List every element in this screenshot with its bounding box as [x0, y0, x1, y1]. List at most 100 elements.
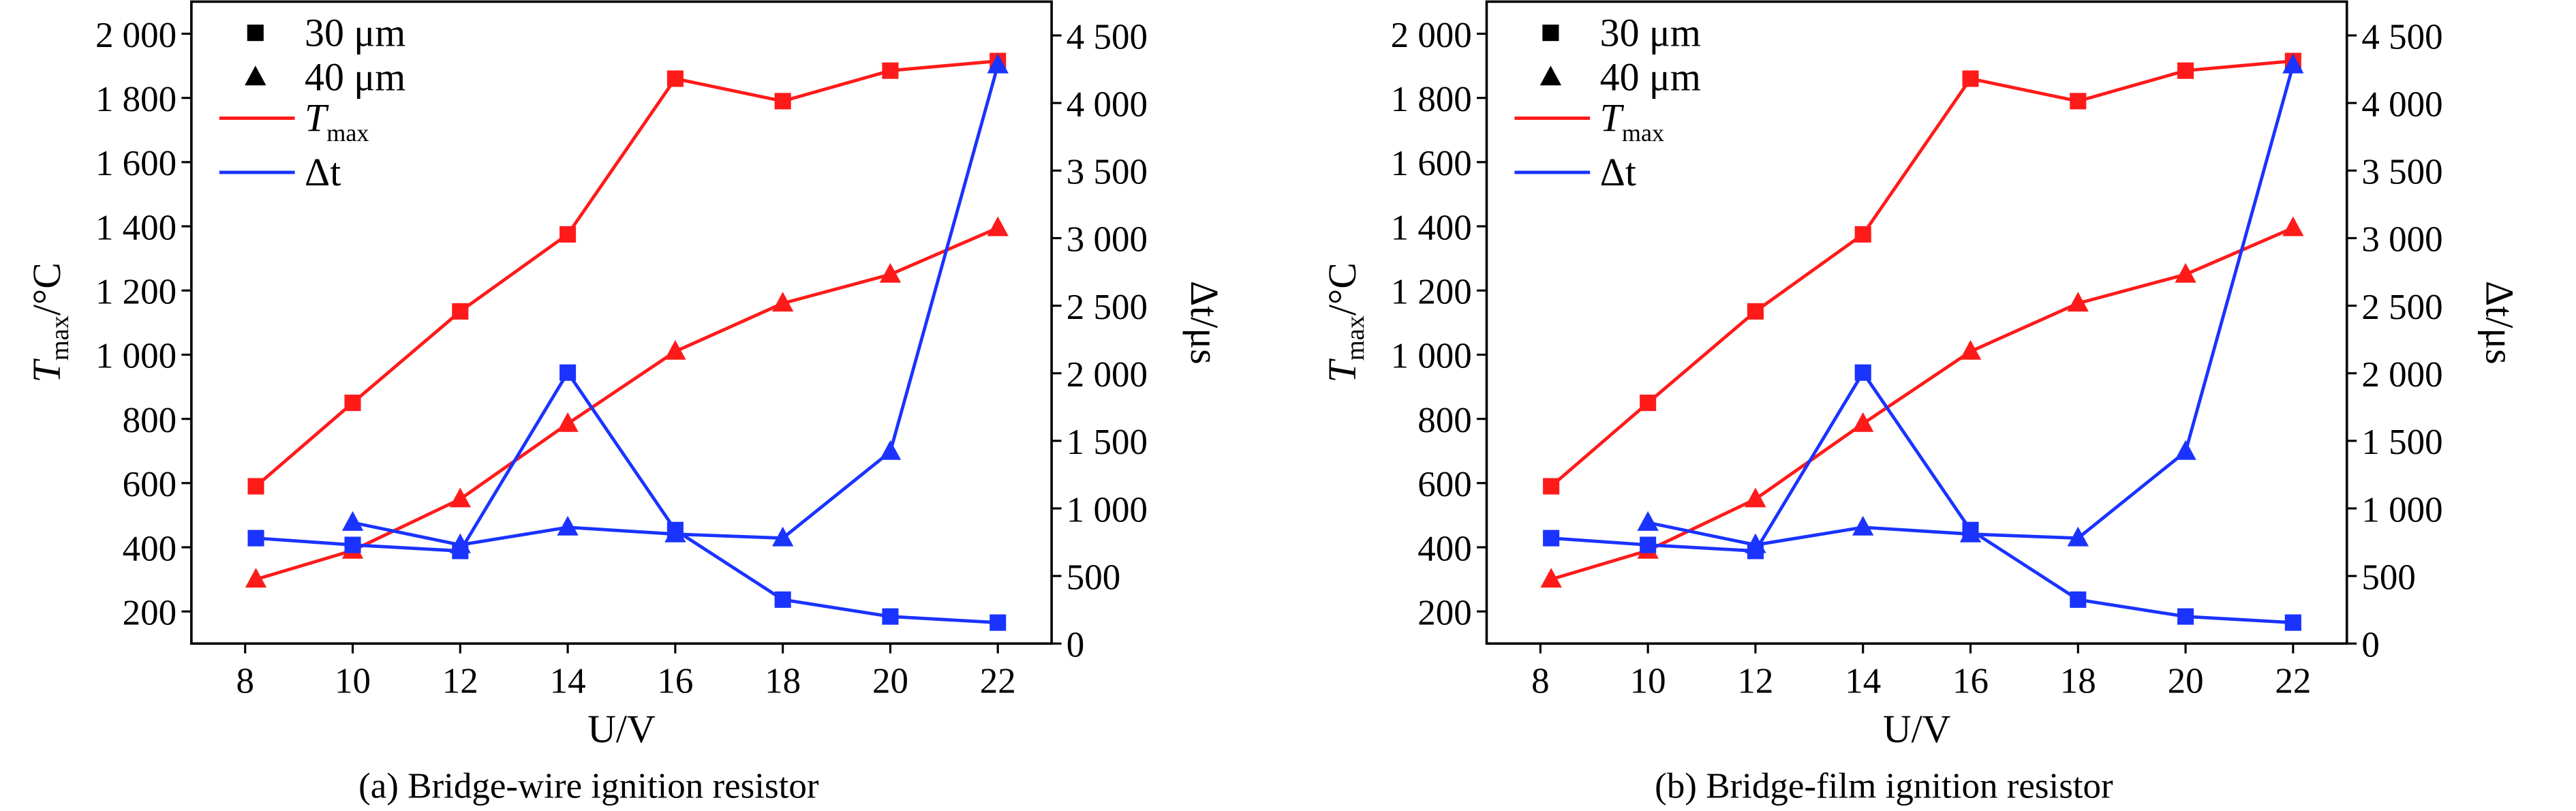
series-tmax-40-m-point [1540, 568, 1562, 588]
y-right-tick-label: 0 [2361, 626, 2380, 665]
series--t-40-m-point [879, 440, 902, 460]
y-right-axis-unit: /μs [2478, 317, 2522, 365]
y-left-tick-label: 1 400 [95, 208, 177, 247]
y-left-tick-label: 200 [1417, 593, 1471, 632]
series-tmax-40-m-point [1959, 339, 1982, 360]
y-left-axis-var: T [25, 358, 69, 382]
legend-tmax-var: T [1600, 96, 1625, 140]
y-right-tick-label: 4 500 [1067, 17, 1148, 57]
y-right-tick-label: 2 500 [1067, 288, 1148, 327]
series-tmax-40-m-point [1852, 412, 1874, 432]
legend-label-tmax: Tmax [1600, 96, 1664, 147]
series-tmax-40-m-point [987, 216, 1009, 236]
series-tmax-40-m-line [255, 226, 999, 581]
series--t-30-m-point [2284, 614, 2301, 631]
series--t-30-m-point [2070, 591, 2087, 608]
series-tmax-30-m-point [2177, 62, 2194, 79]
legend-label-dt: Δt [305, 150, 341, 194]
series-tmax-40-m-point [2067, 292, 2089, 312]
y-left-axis-sub: max [1341, 316, 1370, 361]
series--t-40-m-point [1637, 510, 1659, 531]
x-axis-label: U/V [1883, 707, 1951, 751]
y-left-tick-label: 1 600 [1391, 144, 1472, 183]
y-right-tick-label: 0 [1067, 626, 1085, 665]
legend-label-dt: Δt [1600, 150, 1636, 194]
series--t-40-m-line [352, 64, 1000, 547]
legend-label-tmax: Tmax [305, 96, 369, 147]
y-right-tick-label: 500 [2361, 557, 2415, 597]
legend-tmax-sub: max [1622, 119, 1664, 147]
y-left-tick-label: 600 [123, 465, 177, 504]
series-tmax-40-m-point [664, 339, 686, 360]
y-right-tick-label: 4 000 [1067, 85, 1148, 124]
y-left-tick-label: 1 600 [95, 144, 177, 183]
series--t-30-m-line [256, 369, 998, 624]
x-tick-label: 16 [1952, 662, 1989, 701]
series-tmax-40-m-point [245, 568, 267, 588]
y-left-tick-label: 400 [1417, 529, 1471, 568]
y-right-tick-label: 1 000 [2361, 490, 2442, 530]
series-tmax-30-m-point [882, 62, 899, 79]
series--t-40-m-point [1852, 515, 1874, 536]
series--t-30-m-point [1854, 364, 1871, 381]
x-tick-label: 10 [335, 662, 371, 701]
y-right-tick-label: 1 500 [2361, 423, 2442, 462]
x-tick-label: 14 [1845, 662, 1881, 701]
series--t-40-m-point [2067, 526, 2089, 547]
chart-a: 8 10 12 14 16 18 20 22 200 400 600 800 1 000 1 200 1 4… [25, 0, 1227, 806]
series-tmax-30-m-point [1747, 303, 1764, 320]
legend-tmax-var: T [305, 96, 329, 140]
y-left-axis-label: Tmax/°C [25, 262, 74, 382]
series-tmax-30-m-point [774, 93, 791, 110]
y-left-tick-label: 2 000 [95, 16, 177, 55]
series-tmax-30-m-point [1543, 478, 1560, 495]
y-right-tick-label: 3 000 [1067, 220, 1148, 260]
series--t-30-m-point [2177, 608, 2194, 625]
y-left-tick-label: 1 200 [1391, 273, 1472, 312]
series-tmax-40-m-point [557, 412, 579, 432]
y-right-tick-label: 2 000 [2361, 355, 2442, 395]
y-left-tick-label: 1 400 [1391, 208, 1472, 247]
x-tick-label: 12 [1737, 662, 1773, 701]
y-right-tick-label: 1 500 [1067, 423, 1148, 462]
series-tmax-30-m-point [666, 70, 684, 87]
y-right-axis-label: Δt/μs [1182, 281, 1227, 365]
series--t-40-m-point [772, 526, 794, 547]
series-tmax-30-m-line [1550, 59, 2294, 488]
series-tmax-40-m-point [772, 292, 794, 312]
figure-caption: (b) Bridge-film ignition resistor [1655, 767, 2113, 806]
series--t-30-m-point [990, 614, 1007, 631]
y-left-tick-label: 1 800 [1391, 80, 1472, 119]
y-left-tick-label: 1 000 [95, 337, 177, 376]
plot-frame [190, 0, 1053, 645]
x-tick-label: 8 [1531, 662, 1550, 701]
series--t-30-m-point [1543, 530, 1560, 547]
series--t-40-m-point [449, 533, 471, 553]
series--t-40-m-point [2175, 440, 2196, 460]
series--t-40-m-point [2282, 53, 2304, 74]
x-tick-label: 14 [550, 662, 586, 701]
plot-frame [1485, 0, 2348, 645]
y-left-tick-label: 2 000 [1391, 16, 1472, 55]
legend-label-40um: 40 μm [1600, 55, 1701, 99]
series-tmax-30-m-point [559, 226, 577, 243]
legend-triangle-icon [245, 65, 266, 86]
y-right-tick-label: 4 000 [2361, 85, 2442, 124]
series-tmax-30-m-point [247, 478, 264, 495]
y-left-axis-sub: max [46, 316, 74, 361]
legend-square-icon [1542, 25, 1559, 42]
legend-label-30um: 30 μm [305, 10, 405, 55]
x-tick-label: 20 [872, 662, 908, 701]
y-right-tick-label: 1 000 [1067, 490, 1148, 530]
y-right-tick-label: 4 500 [2361, 17, 2442, 57]
series--t-30-m-point [882, 608, 899, 625]
x-tick-label: 18 [2060, 662, 2096, 701]
y-left-tick-label: 600 [1417, 465, 1471, 504]
series-tmax-40-m-point [1745, 487, 1766, 508]
y-right-tick-label: 3 500 [1067, 153, 1148, 192]
y-right-tick-label: 3 000 [2361, 220, 2442, 260]
x-tick-label: 22 [980, 662, 1016, 701]
